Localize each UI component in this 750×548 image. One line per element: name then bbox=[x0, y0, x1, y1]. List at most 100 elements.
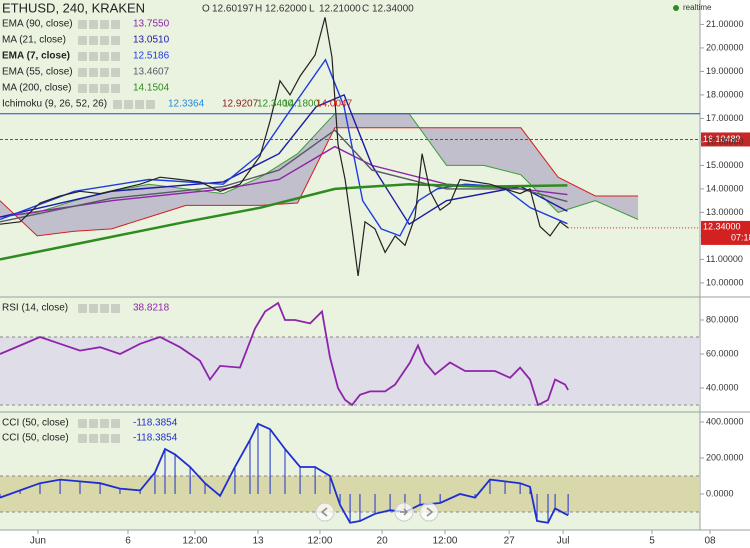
x-tick-label: 13 bbox=[252, 536, 264, 547]
last-price-tag bbox=[701, 220, 750, 245]
legend-name: EMA (55, close) bbox=[2, 67, 73, 78]
arrow-icon bbox=[320, 507, 328, 517]
settings-icon bbox=[89, 419, 98, 428]
settings-icon bbox=[89, 304, 98, 313]
axis-background bbox=[700, 0, 750, 548]
y-tick-label: 10.00000 bbox=[706, 277, 744, 287]
settings-icon bbox=[111, 434, 120, 443]
settings-icon bbox=[100, 20, 109, 29]
settings-icon bbox=[100, 434, 109, 443]
settings-icon bbox=[78, 304, 87, 313]
y-tick-label: 15.00000 bbox=[706, 160, 744, 170]
cloud-span-b bbox=[0, 127, 639, 237]
x-tick-label: 5 bbox=[649, 536, 655, 547]
indicator-line bbox=[0, 422, 569, 524]
x-tick-label: 27 bbox=[504, 536, 516, 547]
y-tick-label: 17.00000 bbox=[706, 113, 744, 123]
plot-background bbox=[0, 0, 700, 530]
scroll-buttons bbox=[315, 502, 439, 522]
legend-readout: 12.9207 bbox=[222, 99, 259, 110]
last-price-label: 12.34000 bbox=[703, 221, 741, 231]
settings-icon bbox=[111, 68, 120, 77]
legend-readout: 13.4607 bbox=[133, 67, 170, 78]
settings-icon bbox=[89, 84, 98, 93]
y-tick-label: 13.00000 bbox=[706, 207, 744, 217]
legend-name: CCI (50, close) bbox=[2, 418, 69, 429]
y-tick-label: 21.00000 bbox=[706, 19, 744, 29]
ohlc-key: O bbox=[202, 4, 210, 15]
settings-icon bbox=[89, 68, 98, 77]
y-tick-label: 18.00000 bbox=[706, 89, 744, 99]
realtime-dot bbox=[673, 5, 679, 11]
settings-icon bbox=[111, 84, 120, 93]
y-tick-label: 200.0000 bbox=[706, 452, 744, 462]
settings-icon bbox=[89, 20, 98, 29]
ohlc-value: 12.34000 bbox=[372, 4, 414, 15]
x-tick-label: 12:00 bbox=[432, 536, 457, 547]
cloud-fill bbox=[0, 113, 639, 236]
settings-icon bbox=[78, 20, 87, 29]
ohlc-value: 12.21000 bbox=[319, 4, 361, 15]
legend-name: EMA (7, close) bbox=[2, 51, 70, 62]
scroll-right-button[interactable] bbox=[419, 502, 439, 522]
settings-icon bbox=[124, 100, 133, 109]
settings-icon bbox=[100, 68, 109, 77]
legend-readout: -118.3854 bbox=[133, 418, 178, 429]
settings-icon bbox=[111, 20, 120, 29]
price-line bbox=[0, 17, 569, 276]
ohlc-key: H bbox=[255, 4, 262, 15]
indicator-line bbox=[0, 301, 569, 407]
legend-readout: 14.1800 bbox=[283, 99, 320, 110]
indicator-line bbox=[0, 93, 568, 226]
settings-icon bbox=[89, 52, 98, 61]
status-label: realtime bbox=[683, 3, 712, 12]
settings-icon bbox=[100, 36, 109, 45]
settings-icon bbox=[89, 434, 98, 443]
ohlc-key: L bbox=[309, 4, 315, 15]
ohlc-key: C bbox=[362, 4, 369, 15]
settings-icon bbox=[113, 100, 122, 109]
legend-readout: -118.3854 bbox=[133, 433, 178, 444]
settings-icon bbox=[111, 36, 120, 45]
price-tag bbox=[701, 132, 750, 147]
settings-icon bbox=[146, 100, 155, 109]
y-tick-label: 20.00000 bbox=[706, 42, 744, 52]
y-tick-label: 60.0000 bbox=[706, 348, 739, 358]
settings-icon bbox=[111, 304, 120, 313]
legend-readout: 14.1504 bbox=[133, 83, 170, 94]
settings-icon bbox=[100, 84, 109, 93]
settings-icon bbox=[111, 52, 120, 61]
y-tick-label: 80.0000 bbox=[706, 314, 739, 324]
settings-icon bbox=[89, 36, 98, 45]
x-tick-label: 08 bbox=[704, 536, 716, 547]
band-fill bbox=[0, 336, 700, 406]
settings-icon bbox=[78, 84, 87, 93]
legend-readout: 12.3400 bbox=[257, 99, 294, 110]
legend-name: MA (21, close) bbox=[2, 35, 66, 46]
y-tick-label: 400.0000 bbox=[706, 416, 744, 426]
legend-name: RSI (14, close) bbox=[2, 303, 68, 314]
legend-readout: 12.3364 bbox=[168, 99, 205, 110]
settings-icon bbox=[100, 52, 109, 61]
x-tick-label: 12:00 bbox=[307, 536, 332, 547]
y-tick-label: 14.00000 bbox=[706, 183, 744, 193]
settings-icon bbox=[100, 304, 109, 313]
price-tag-label: 16.10489 bbox=[703, 134, 741, 144]
indicator-line bbox=[0, 182, 568, 261]
legend-name: Ichimoku (9, 26, 52, 26) bbox=[2, 99, 107, 110]
legend-name: MA (200, close) bbox=[2, 83, 71, 94]
settings-icon bbox=[100, 419, 109, 428]
y-tick-label: 40.0000 bbox=[706, 382, 739, 392]
scroll-left-button[interactable] bbox=[315, 502, 335, 522]
chart-title: ETHUSD, 240, KRAKEN bbox=[2, 0, 145, 15]
settings-icon bbox=[78, 52, 87, 61]
arrow-icon bbox=[426, 507, 434, 517]
x-tick-label: 6 bbox=[125, 536, 131, 547]
y-tick-label: 19.00000 bbox=[706, 66, 744, 76]
indicator-line bbox=[0, 129, 568, 223]
ohlc-value: 12.60197 bbox=[212, 4, 254, 15]
y-tick-label: 16.00000 bbox=[706, 136, 744, 146]
y-tick-label: 11.00000 bbox=[706, 254, 743, 264]
